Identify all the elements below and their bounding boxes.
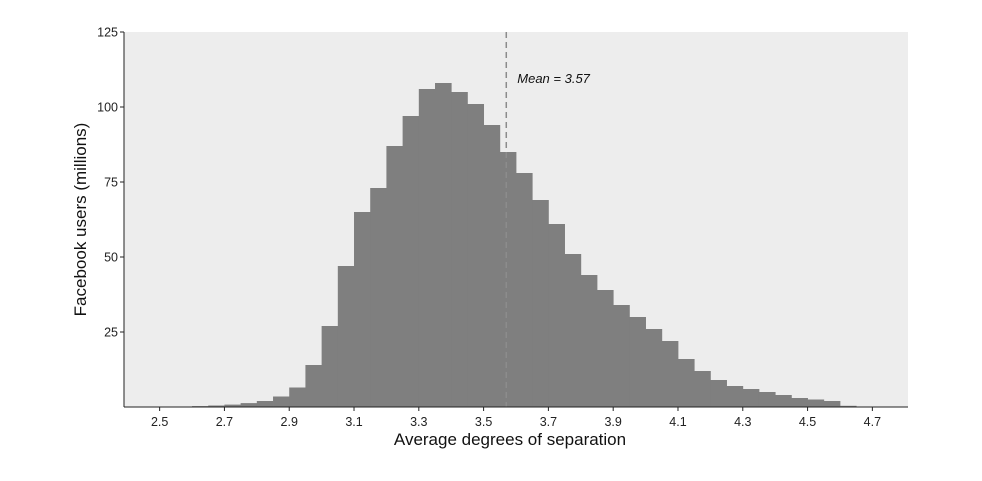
histogram-bar bbox=[273, 396, 290, 407]
histogram-bar bbox=[208, 405, 225, 407]
histogram-bar bbox=[240, 403, 258, 407]
histogram-bar bbox=[580, 275, 598, 407]
histogram-bar bbox=[775, 395, 792, 407]
mean-annotation: Mean = 3.57 bbox=[517, 71, 590, 86]
histogram-bar bbox=[758, 392, 776, 407]
x-tick-label: 2.5 bbox=[151, 415, 168, 429]
histogram-bar bbox=[305, 365, 323, 407]
histogram-bar bbox=[483, 125, 501, 407]
histogram-bar bbox=[613, 305, 630, 407]
histogram-bar bbox=[726, 386, 744, 407]
histogram-bar bbox=[791, 398, 808, 407]
y-tick-label: 50 bbox=[104, 251, 118, 265]
histogram-bar bbox=[564, 254, 582, 407]
histogram-bar bbox=[435, 83, 452, 407]
y-tick-label: 100 bbox=[97, 101, 118, 115]
histogram-bar bbox=[629, 317, 646, 407]
histogram-bar bbox=[823, 401, 841, 407]
x-tick-label: 2.7 bbox=[216, 415, 233, 429]
histogram-bar bbox=[289, 387, 306, 407]
histogram-bar bbox=[418, 89, 436, 407]
y-axis-ticks: 25 50 75 100 125 bbox=[97, 26, 124, 340]
histogram-bar bbox=[337, 266, 355, 407]
y-axis-title: Facebook users (millions) bbox=[71, 123, 90, 317]
histogram-bar bbox=[807, 399, 825, 407]
histogram-bar bbox=[499, 152, 517, 407]
histogram-bar bbox=[451, 92, 468, 407]
histogram-bar bbox=[386, 146, 404, 407]
histogram-bar bbox=[694, 371, 711, 407]
histogram-bar bbox=[224, 404, 242, 407]
histogram-bar bbox=[548, 224, 565, 407]
histogram-bar bbox=[256, 401, 274, 407]
histogram-bars bbox=[192, 83, 857, 407]
histogram-bar bbox=[677, 359, 695, 407]
histogram-bar bbox=[354, 212, 371, 407]
x-tick-label: 3.3 bbox=[410, 415, 427, 429]
x-tick-label: 3.7 bbox=[540, 415, 557, 429]
histogram-bar bbox=[516, 173, 533, 407]
x-tick-label: 2.9 bbox=[281, 415, 298, 429]
histogram-bar bbox=[532, 200, 549, 407]
histogram-bar bbox=[742, 389, 760, 407]
x-axis-ticks: 2.5 2.7 2.9 3.1 3.3 3.5 3.7 3.9 4.1 4.3 4.5 4.7 bbox=[151, 407, 881, 429]
y-tick-label: 75 bbox=[104, 176, 118, 190]
histogram-bar bbox=[370, 188, 387, 407]
x-tick-label: 4.3 bbox=[734, 415, 751, 429]
histogram-bar bbox=[839, 405, 857, 407]
histogram-bar bbox=[321, 326, 339, 407]
histogram-bar bbox=[467, 104, 485, 407]
histogram-bar bbox=[596, 290, 614, 407]
x-axis-title: Average degrees of separation bbox=[394, 430, 626, 449]
histogram-bar bbox=[661, 341, 679, 407]
y-tick-label: 25 bbox=[104, 326, 118, 340]
histogram-bar bbox=[402, 116, 420, 407]
x-tick-label: 4.7 bbox=[864, 415, 881, 429]
x-tick-label: 4.1 bbox=[669, 415, 686, 429]
x-tick-label: 3.5 bbox=[475, 415, 492, 429]
x-tick-label: 4.5 bbox=[799, 415, 816, 429]
y-tick-label: 125 bbox=[97, 26, 118, 40]
x-tick-label: 3.9 bbox=[604, 415, 621, 429]
histogram-bar bbox=[645, 329, 663, 407]
x-tick-label: 3.1 bbox=[345, 415, 362, 429]
histogram-bar bbox=[710, 380, 727, 407]
